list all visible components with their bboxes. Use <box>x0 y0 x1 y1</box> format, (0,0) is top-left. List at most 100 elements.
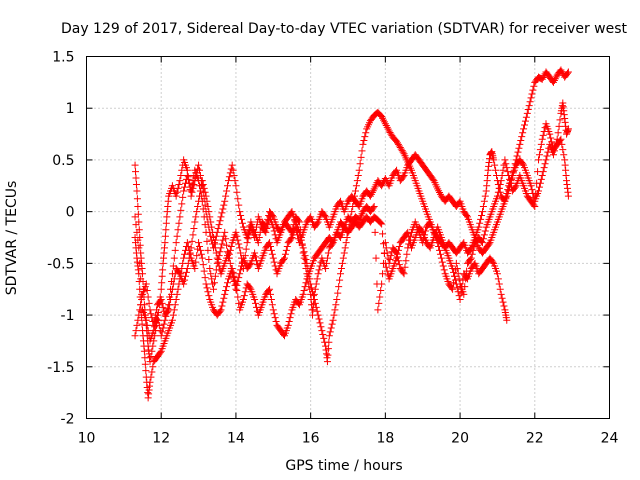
data-point <box>154 316 162 324</box>
data-point <box>181 276 189 284</box>
data-point <box>175 219 183 227</box>
data-point <box>210 239 218 247</box>
data-point <box>323 358 331 366</box>
data-point <box>209 280 217 288</box>
data-point <box>490 156 498 164</box>
data-point <box>153 306 161 314</box>
x-tick-label: 18 <box>376 431 394 447</box>
data-point <box>200 267 208 275</box>
data-point <box>379 116 387 124</box>
y-axis-label: SDTVAR / TECUs <box>4 181 20 296</box>
data-point <box>251 296 259 304</box>
data-point <box>219 205 227 213</box>
data-point <box>224 279 232 287</box>
data-point <box>480 197 488 205</box>
data-point <box>173 232 181 240</box>
data-point <box>392 248 400 256</box>
data-point <box>334 289 342 297</box>
data-point <box>177 206 185 214</box>
data-point <box>546 130 554 138</box>
axis-ticks <box>86 56 610 419</box>
data-point <box>232 182 240 190</box>
data-point <box>197 192 205 200</box>
data-point <box>171 301 179 309</box>
data-point <box>241 252 249 260</box>
data-point <box>353 177 361 185</box>
data-point <box>194 202 202 210</box>
data-point <box>238 219 246 227</box>
data-point <box>270 258 278 266</box>
data-point <box>221 290 229 298</box>
data-point <box>421 231 429 239</box>
data-point <box>535 156 543 164</box>
data-point <box>266 290 274 298</box>
data-point <box>223 241 231 249</box>
data-point <box>184 243 192 251</box>
data-point <box>231 276 239 284</box>
data-point <box>195 161 203 169</box>
data-point <box>531 202 539 210</box>
data-point <box>547 134 555 142</box>
data-point <box>224 254 232 262</box>
data-point <box>440 266 448 274</box>
data-point <box>157 332 165 340</box>
data-point <box>481 192 489 200</box>
data-point <box>495 280 503 288</box>
y-tick-label: 1 <box>66 101 75 117</box>
data-point <box>147 373 155 381</box>
data-point <box>135 244 143 252</box>
data-point <box>251 249 259 257</box>
data-point <box>505 171 513 179</box>
data-point <box>379 270 387 278</box>
data-point <box>420 235 428 243</box>
data-point <box>179 193 187 201</box>
y-tick-label: -1 <box>61 308 75 324</box>
data-point <box>158 272 166 280</box>
data-point <box>244 235 252 243</box>
data-point <box>188 188 196 196</box>
data-point <box>161 316 169 324</box>
data-point <box>466 255 474 263</box>
data-point <box>537 175 545 183</box>
data-point <box>148 347 156 355</box>
data-point <box>535 187 543 195</box>
data-point <box>136 259 144 267</box>
data-point <box>211 272 219 280</box>
data-point <box>221 228 229 236</box>
data-point <box>434 239 442 247</box>
data-point <box>196 187 204 195</box>
data-point <box>280 255 288 263</box>
data-point <box>134 202 142 210</box>
data-point <box>517 137 525 145</box>
data-point <box>543 152 551 160</box>
data-point <box>131 332 139 340</box>
data-point <box>370 202 378 210</box>
data-point <box>378 280 386 288</box>
data-point <box>495 184 503 192</box>
y-tick-label: 0 <box>66 205 75 221</box>
data-point <box>141 354 149 362</box>
data-point <box>515 144 523 152</box>
data-point <box>477 215 485 223</box>
data-point <box>304 275 312 283</box>
data-point <box>501 156 509 164</box>
data-point <box>478 208 486 216</box>
data-point <box>513 152 521 160</box>
data-point <box>176 275 184 283</box>
data-point <box>461 283 469 291</box>
data-point <box>502 160 510 168</box>
data-point <box>172 239 180 247</box>
data-point <box>243 239 251 247</box>
data-point <box>469 246 477 254</box>
data-point <box>310 290 318 298</box>
data-point <box>164 305 172 313</box>
data-point <box>133 321 141 329</box>
data-point <box>196 182 204 190</box>
data-point <box>138 290 146 298</box>
data-point <box>234 236 242 244</box>
data-point <box>198 254 206 262</box>
data-point <box>150 327 158 335</box>
data-point <box>313 219 321 227</box>
data-point <box>358 147 366 155</box>
